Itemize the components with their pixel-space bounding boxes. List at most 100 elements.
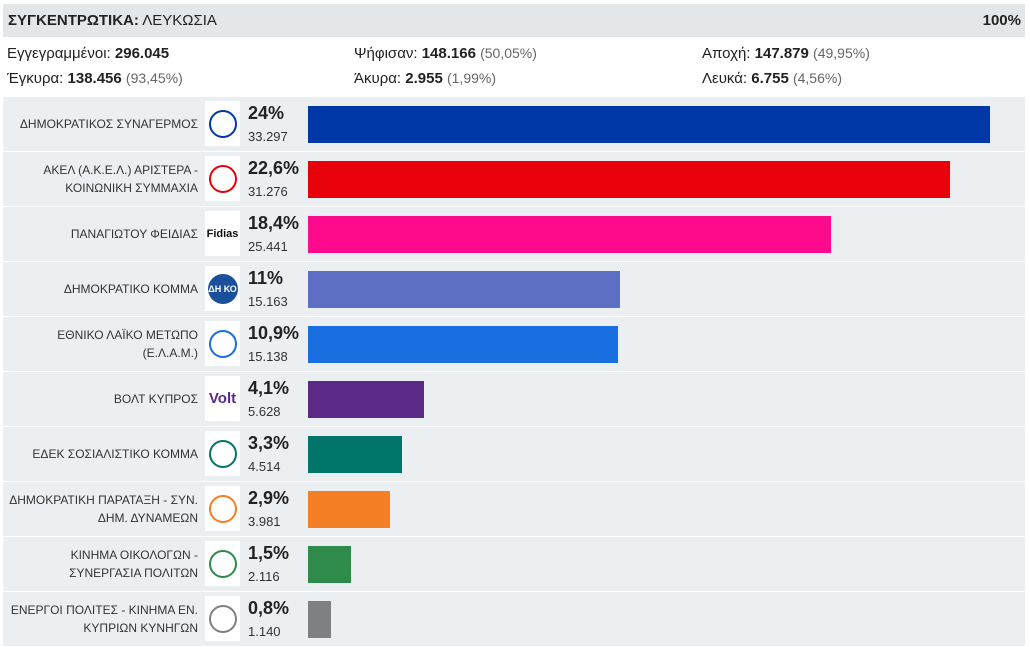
stat-voted-pct: (50,05%) [480,45,537,61]
stat-blank-label: Λευκά: [702,70,748,87]
logo-text: Fidias [206,227,239,240]
party-row[interactable]: ΑΚΕΛ (Α.Κ.Ε.Λ.) ΑΡΙΣΤΕΡΑ - ΚΟΙΝΩΝΙΚΗ ΣΥΜ… [3,152,1025,207]
vote-percent-label: 2,9% [248,488,290,508]
vote-count-label: 2.116 [248,569,280,584]
vote-percent-label: 22,6% [248,158,300,178]
summary-header: ΣΥΓΚΕΝΤΡΩΤΙΚΑ: ΛΕΥΚΩΣΙΑ 100% [3,4,1025,37]
stat-valid-pct: (93,45%) [125,70,183,86]
party-row[interactable]: ΔΗΜΟΚΡΑΤΙΚΟΣ ΣΥΝΑΓΕΡΜΟΣ 24% 33.297 [3,97,1025,152]
active-citizens-logo [205,596,240,641]
vote-count-label: 1.140 [248,624,281,639]
vote-bar [308,491,390,528]
page-title: ΣΥΓΚΕΝΤΡΩΤΙΚΑ: ΛΕΥΚΩΣΙΑ [8,12,217,29]
party-name: ΕΔΕΚ ΣΟΣΙΑΛΙΣΤΙΚΟ ΚΟΜΜΑ [32,447,198,461]
stats-panel: Εγγεγραμμένοι: 296.045 Ψήφισαν: 148.166 … [7,43,1025,93]
vote-percent-label: 1,5% [248,543,290,563]
vote-bar [308,216,831,253]
vote-count-label: 4.514 [248,459,281,474]
stat-registered: Εγγεγραμμένοι: 296.045 [7,45,169,62]
party-row[interactable]: ΕΔΕΚ ΣΟΣΙΑΛΙΣΤΙΚΟ ΚΟΜΜΑ 3,3% 4.514 [3,427,1025,482]
party-name: ΔΗΜΟΚΡΑΤΙΚΟΣ ΣΥΝΑΓΕΡΜΟΣ [19,117,198,131]
vote-bar [308,326,618,363]
logo-text: Volt [208,390,237,407]
stat-blank-pct: (4,56%) [792,70,842,86]
stat-valid: Έγκυρα: 138.456 (93,45%) [7,70,183,87]
ecologists-emblem-icon [205,541,240,586]
party-name: ΚΙΝΗΜΑ ΟΙΚΟΛΟΓΩΝ - ΣΥΝΕΡΓΑΣΙΑ ΠΟΛΙΤΩΝ [69,548,198,580]
party-name: ΔΗΜΟΚΡΑΤΙΚΗ ΠΑΡΑΤΑΞΗ - ΣΥΝ. ΔΗΜ. ΔΥΝΑΜΕΩ… [9,493,198,525]
counted-percent: 100% [982,12,1021,29]
vote-percent-label: 10,9% [248,323,300,343]
party-row[interactable]: ΠΑΝΑΓΙΩΤΟΥ ΦΕΙΔΙΑΣ Fidias 18,4% 25.441 [3,207,1025,262]
logo-mark [208,109,237,138]
dipa-logo [205,486,240,531]
volt-logo: Volt [205,376,240,421]
edek-emblem-icon [205,431,240,476]
vote-bar [308,436,402,473]
vote-bar [308,106,990,143]
party-name: ΑΚΕΛ (Α.Κ.Ε.Λ.) ΑΡΙΣΤΕΡΑ - ΚΟΙΝΩΝΙΚΗ ΣΥΜ… [43,163,198,195]
stat-invalid: Άκυρα: 2.955 (1,99%) [354,70,496,87]
stat-valid-value: 138.456 [67,70,122,87]
party-name: ΒΟΛΤ ΚΥΠΡΟΣ [113,392,198,406]
party-row[interactable]: ΔΗΜΟΚΡΑΤΙΚΟ ΚΟΜΜΑ ΔΗ ΚΟ 11% 15.163 [3,262,1025,317]
stat-invalid-label: Άκυρα: [354,70,402,87]
party-row[interactable]: ΔΗΜΟΚΡΑΤΙΚΗ ΠΑΡΑΤΑΞΗ - ΣΥΝ. ΔΗΜ. ΔΥΝΑΜΕΩ… [3,482,1025,537]
results-chart: ΔΗΜΟΚΡΑΤΙΚΟΣ ΣΥΝΑΓΕΡΜΟΣ 24% 33.297 ΑΚΕΛ (Α.… [3,97,1025,647]
stat-abstention-value: 147.879 [754,45,809,62]
stat-valid-label: Έγκυρα: [7,70,64,87]
title-bold: ΣΥΓΚΕΝΤΡΩΤΙΚΑ: [8,12,139,29]
logo-text: ΔΗ ΚΟ [207,273,238,304]
stat-registered-value: 296.045 [114,45,170,62]
diko-emblem-icon: ΔΗ ΚΟ [205,266,240,311]
stat-invalid-value: 2.955 [405,70,443,87]
vote-count-label: 15.163 [248,294,288,309]
logo-mark [208,329,237,358]
vote-percent-label: 3,3% [248,433,290,453]
party-row[interactable]: ΚΙΝΗΜΑ ΟΙΚΟΛΟΓΩΝ - ΣΥΝΕΡΓΑΣΙΑ ΠΟΛΙΤΩΝ 1,5… [3,537,1025,592]
party-row[interactable]: ΒΟΛΤ ΚΥΠΡΟΣ Volt 4,1% 5.628 [3,372,1025,427]
vote-bar [308,546,351,583]
logo-mark [208,164,237,193]
party-name: ΕΝΕΡΓΟΙ ΠΟΛΙΤΕΣ - ΚΙΝΗΜΑ ΕΝ. ΚΥΠΡΙΩΝ ΚΥΝ… [10,603,198,635]
stat-abstention-pct: (49,95%) [813,45,870,61]
vote-count-label: 25.441 [248,239,288,254]
stat-abstention-label: Αποχή: [702,45,751,62]
vote-count-label: 31.276 [248,184,288,199]
title-district: ΛΕΥΚΩΣΙΑ [142,12,217,29]
vote-percent-label: 18,4% [248,213,300,233]
vote-bar [308,381,424,418]
vote-count-label: 3.981 [248,514,281,529]
stat-abstention: Αποχή: 147.879 (49,95%) [702,45,870,62]
vote-percent-label: 24% [248,103,285,123]
vote-bar [308,161,950,198]
stat-blank-value: 6.755 [751,70,789,87]
fidias-logo: Fidias [205,211,240,256]
vote-percent-label: 0,8% [248,598,290,618]
vote-count-label: 5.628 [248,404,281,419]
logo-mark [208,494,237,523]
vote-percent-label: 4,1% [248,378,290,398]
vote-percent-label: 11% [248,268,284,288]
party-row[interactable]: ΕΝΕΡΓΟΙ ΠΟΛΙΤΕΣ - ΚΙΝΗΜΑ ΕΝ. ΚΥΠΡΙΩΝ ΚΥΝ… [3,592,1025,647]
vote-bar [308,601,331,638]
disy-emblem-icon [205,101,240,146]
vote-count-label: 15.138 [248,349,288,364]
logo-mark [208,439,237,468]
vote-bar [308,271,620,308]
stat-voted: Ψήφισαν: 148.166 (50,05%) [354,45,537,62]
party-row[interactable]: ΕΘΝΙΚΟ ΛΑΪΚΟ ΜΕΤΩΠΟ (Ε.Λ.Α.Μ.) 10,9% 15.13… [3,317,1025,372]
stat-invalid-pct: (1,99%) [446,70,497,86]
stat-voted-label: Ψήφισαν: [354,45,418,62]
party-name: ΠΑΝΑΓΙΩΤΟΥ ΦΕΙΔΙΑΣ [70,227,198,241]
akel-emblem-icon [205,156,240,201]
stat-registered-label: Εγγεγραμμένοι: [7,45,111,62]
logo-mark [208,604,237,633]
elam-emblem-icon [205,321,240,366]
stat-voted-value: 148.166 [421,45,476,62]
stat-blank: Λευκά: 6.755 (4,56%) [702,70,842,87]
logo-mark [208,549,237,578]
vote-count-label: 33.297 [248,129,288,144]
party-name: ΔΗΜΟΚΡΑΤΙΚΟ ΚΟΜΜΑ [63,282,198,296]
party-name: ΕΘΝΙΚΟ ΛΑΪΚΟ ΜΕΤΩΠΟ (Ε.Λ.Α.Μ.) [57,328,198,360]
